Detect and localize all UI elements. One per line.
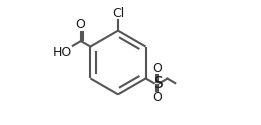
Text: HO: HO [53, 46, 72, 59]
Text: O: O [76, 18, 86, 31]
Text: O: O [152, 62, 162, 75]
Text: Cl: Cl [112, 7, 124, 20]
Text: S: S [154, 76, 164, 91]
Text: O: O [152, 91, 162, 104]
